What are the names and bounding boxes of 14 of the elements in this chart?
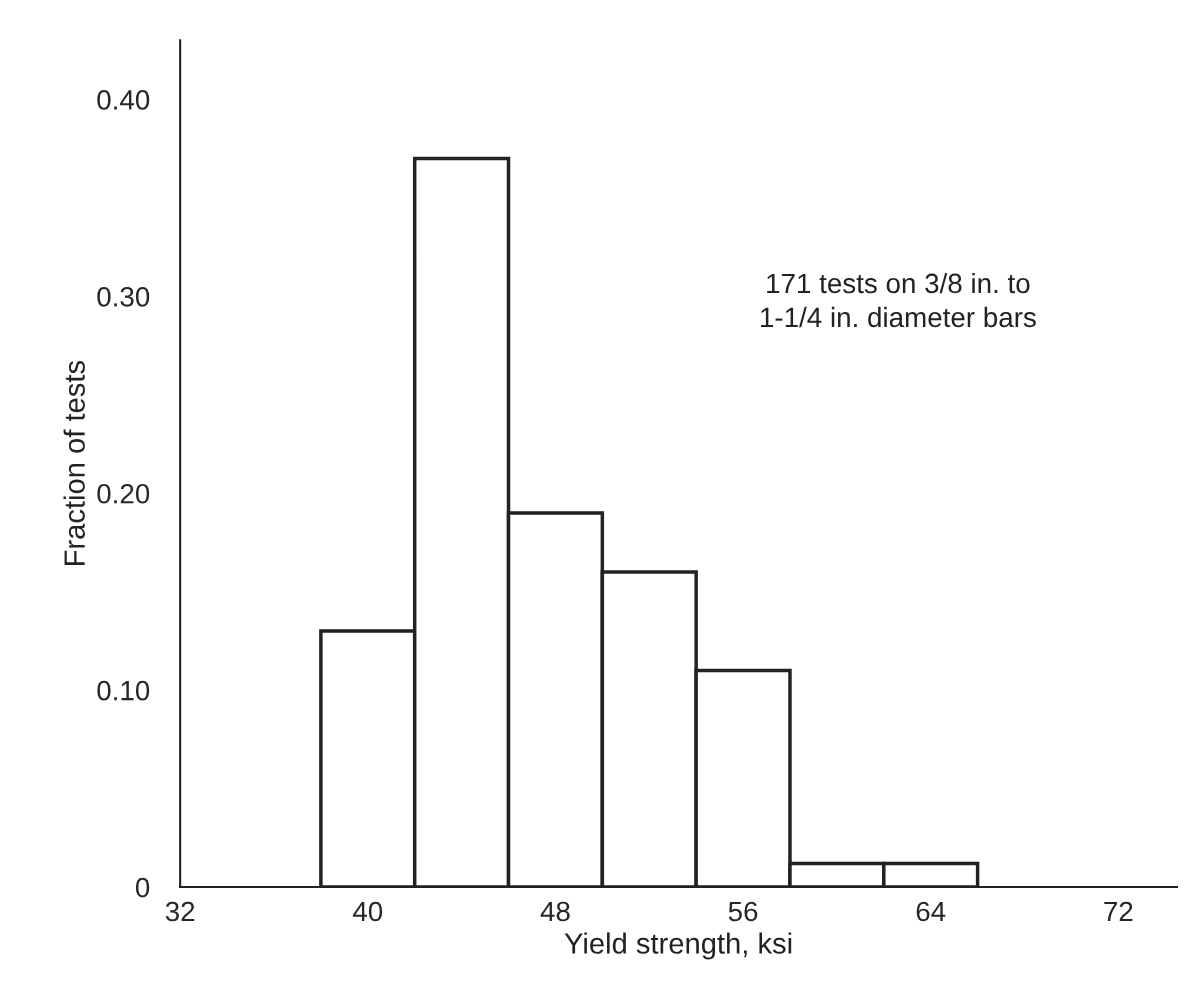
y-axis-title: Fraction of tests <box>63 360 85 566</box>
y-tick-label: 0.20 <box>97 483 150 504</box>
y-tick-label: 0 <box>135 877 150 898</box>
y-tick-label: 0.30 <box>97 286 150 307</box>
x-tick-label: 48 <box>540 901 570 922</box>
x-tick-label: 64 <box>916 901 946 922</box>
x-tick-label: 32 <box>165 901 195 922</box>
y-tick-label: 0.40 <box>97 90 150 110</box>
annotation: 171 tests on 3/8 in. to 1-1/4 in. diameter bars <box>761 272 1036 328</box>
x-tick-label: 72 <box>1104 901 1133 922</box>
y-tick-label: 0.10 <box>97 680 150 701</box>
x-axis-title: Yield strength, ksi <box>564 932 792 960</box>
x-tick-label: 56 <box>728 901 758 922</box>
x-tick-label: 40 <box>352 901 383 922</box>
